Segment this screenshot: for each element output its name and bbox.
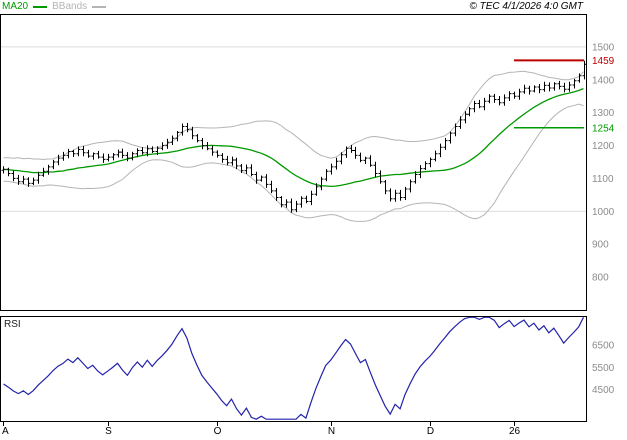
svg-text:A: A — [2, 426, 9, 437]
svg-text:26: 26 — [509, 426, 521, 437]
bbands-line-swatch — [92, 6, 107, 8]
copyright-notice: © TEC 4/1/2026 4:0 GMT — [469, 1, 583, 12]
svg-text:1500: 1500 — [592, 42, 615, 53]
svg-text:D: D — [427, 426, 434, 437]
bbands-legend-label: BBands — [52, 1, 88, 12]
ma20-legend-label: MA20 — [2, 1, 29, 12]
chart-legend: MA20 BBands — [2, 1, 107, 13]
ma20-line-swatch — [33, 6, 48, 8]
svg-text:1000: 1000 — [592, 207, 615, 218]
svg-text:1400: 1400 — [592, 75, 615, 86]
svg-text:900: 900 — [592, 240, 609, 251]
rsi-indicator-label: RSI — [4, 319, 21, 330]
svg-text:S: S — [105, 426, 112, 437]
svg-text:1200: 1200 — [592, 141, 615, 152]
svg-text:1100: 1100 — [592, 174, 614, 185]
svg-text:6500: 6500 — [592, 341, 615, 352]
svg-text:1459: 1459 — [592, 56, 615, 67]
svg-text:1254: 1254 — [592, 123, 615, 134]
svg-text:800: 800 — [592, 273, 609, 284]
svg-text:5500: 5500 — [592, 363, 615, 374]
svg-text:N: N — [328, 426, 335, 437]
svg-text:4500: 4500 — [592, 385, 615, 396]
svg-text:O: O — [214, 426, 222, 437]
svg-text:1300: 1300 — [592, 108, 615, 119]
